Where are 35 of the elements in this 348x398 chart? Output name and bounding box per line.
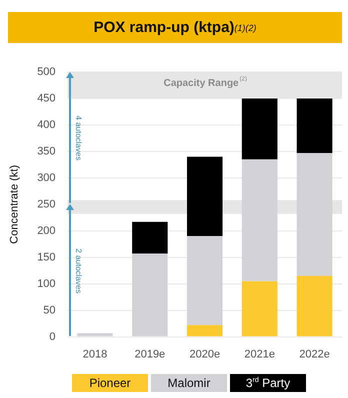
x-tick-label: 2020e <box>189 348 220 360</box>
y-tick-label: 100 <box>37 278 56 290</box>
text: Malomir <box>168 376 210 390</box>
x-tick-label: 2021e <box>244 348 275 360</box>
x-tick-label: 2022e <box>299 348 330 360</box>
y-tick-label: 450 <box>37 92 56 105</box>
annotation: 2 autoclaves <box>74 248 84 294</box>
annotation: 4 autoclaves <box>74 116 84 161</box>
bar <box>77 333 113 336</box>
y-tick-label: 500 <box>37 66 56 78</box>
x-tick-label: 2019e <box>134 348 166 360</box>
text: Pioneer <box>89 376 131 390</box>
bar <box>296 153 332 276</box>
bar <box>242 98 278 160</box>
bar <box>242 281 278 336</box>
y-tick-label: 350 <box>37 145 56 158</box>
bar <box>186 156 223 236</box>
bar <box>242 159 278 282</box>
y-tick-label: 50 <box>43 304 56 316</box>
y-tick-label: 250 <box>37 198 56 210</box>
bar <box>296 276 332 336</box>
y-tick-label: 200 <box>37 224 56 237</box>
text: 3$^{rd}$ Party <box>246 376 290 390</box>
y-tick-label: 0 <box>49 330 56 343</box>
bar <box>296 98 332 154</box>
y-axis-title: Concentrate (kt) <box>8 164 21 244</box>
bar <box>186 325 223 336</box>
y-tick-label: 400 <box>37 118 56 131</box>
bar <box>186 236 223 326</box>
x-tick-label: 2018 <box>82 348 108 360</box>
bar <box>132 254 168 336</box>
chart-title: POX ramp-up (ktpa)$^{(1)(2)}$ <box>8 12 342 43</box>
bar <box>132 222 168 254</box>
y-tick-label: 300 <box>37 172 56 184</box>
y-tick-label: 150 <box>37 251 56 264</box>
